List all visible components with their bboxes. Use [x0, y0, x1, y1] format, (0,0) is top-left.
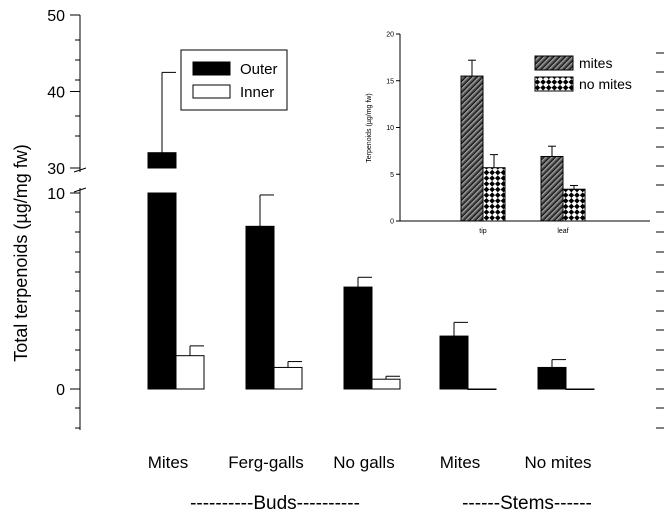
- legend-label-outer: Outer: [240, 61, 278, 78]
- bar-outer: [246, 226, 274, 389]
- bar-inner: [274, 367, 302, 389]
- inset-y-axis-label: Terpenoids (µg/mg fw): [366, 93, 373, 162]
- inset-legend-label-no-mites: no mites: [579, 76, 632, 92]
- category-label: No mites: [524, 453, 591, 472]
- bar-outer: [440, 336, 468, 389]
- inset-bar-no-mites: [563, 189, 585, 221]
- main-y-tick-label: 10: [47, 186, 65, 203]
- main-y-tick-label: 50: [47, 8, 65, 25]
- bar-outer: [344, 287, 372, 389]
- main-legend: Outer Inner: [181, 50, 287, 110]
- inset-legend-swatch-mites: [535, 56, 573, 70]
- main-group-labels: ----------Buds---------- ------Stems-----…: [190, 493, 592, 514]
- inset-bar-mites: [541, 156, 563, 221]
- legend-label-inner: Inner: [240, 84, 274, 101]
- category-label: Mites: [148, 453, 189, 472]
- bar-inner: [176, 356, 204, 389]
- inset-legend-swatch-no-mites: [535, 77, 573, 91]
- inset-y-tick-label: 20: [386, 32, 394, 39]
- bar-outer: [538, 367, 566, 389]
- bar-inner: [372, 379, 400, 389]
- main-legend-box: [181, 50, 287, 110]
- legend-swatch-outer: [193, 62, 230, 75]
- main-y-axis-label: Total terpenoids (µg/mg fw): [11, 144, 31, 361]
- group-label: ------Stems------: [462, 493, 592, 514]
- inset-category-label: tip: [479, 228, 487, 235]
- main-y-axis: [74, 15, 86, 430]
- inset-y-tick-label: 10: [386, 125, 394, 132]
- main-y-tick-label: 30: [47, 161, 65, 178]
- legend-swatch-inner: [193, 85, 230, 98]
- main-category-labels: Mites Ferg-galls No galls Mites No mites: [148, 453, 592, 472]
- inset-bar-no-mites: [483, 168, 505, 221]
- category-label: No galls: [333, 453, 394, 472]
- bar-inner: [566, 389, 594, 390]
- inset-bar-mites: [461, 76, 483, 221]
- inset-y-tick-label: 0: [390, 219, 394, 226]
- inset-chart: 0 5 10 15 20 tip leaf Terpenoids (µg/mg fw) m…: [356, 22, 654, 250]
- bar-outer: [148, 193, 176, 389]
- bar-outer-upper: [148, 153, 176, 168]
- main-y-tick-label: 0: [56, 382, 65, 399]
- inset-legend-label-mites: mites: [579, 55, 612, 71]
- category-label: Mites: [440, 453, 481, 472]
- category-label: Ferg-galls: [228, 453, 304, 472]
- inset-y-tick-label: 15: [386, 78, 394, 85]
- inset-y-tick-label: 5: [390, 172, 394, 179]
- group-label: ----------Buds----------: [190, 493, 360, 514]
- bar-inner: [468, 389, 496, 390]
- inset-category-label: leaf: [557, 228, 568, 235]
- main-y-tick-label: 40: [47, 85, 65, 102]
